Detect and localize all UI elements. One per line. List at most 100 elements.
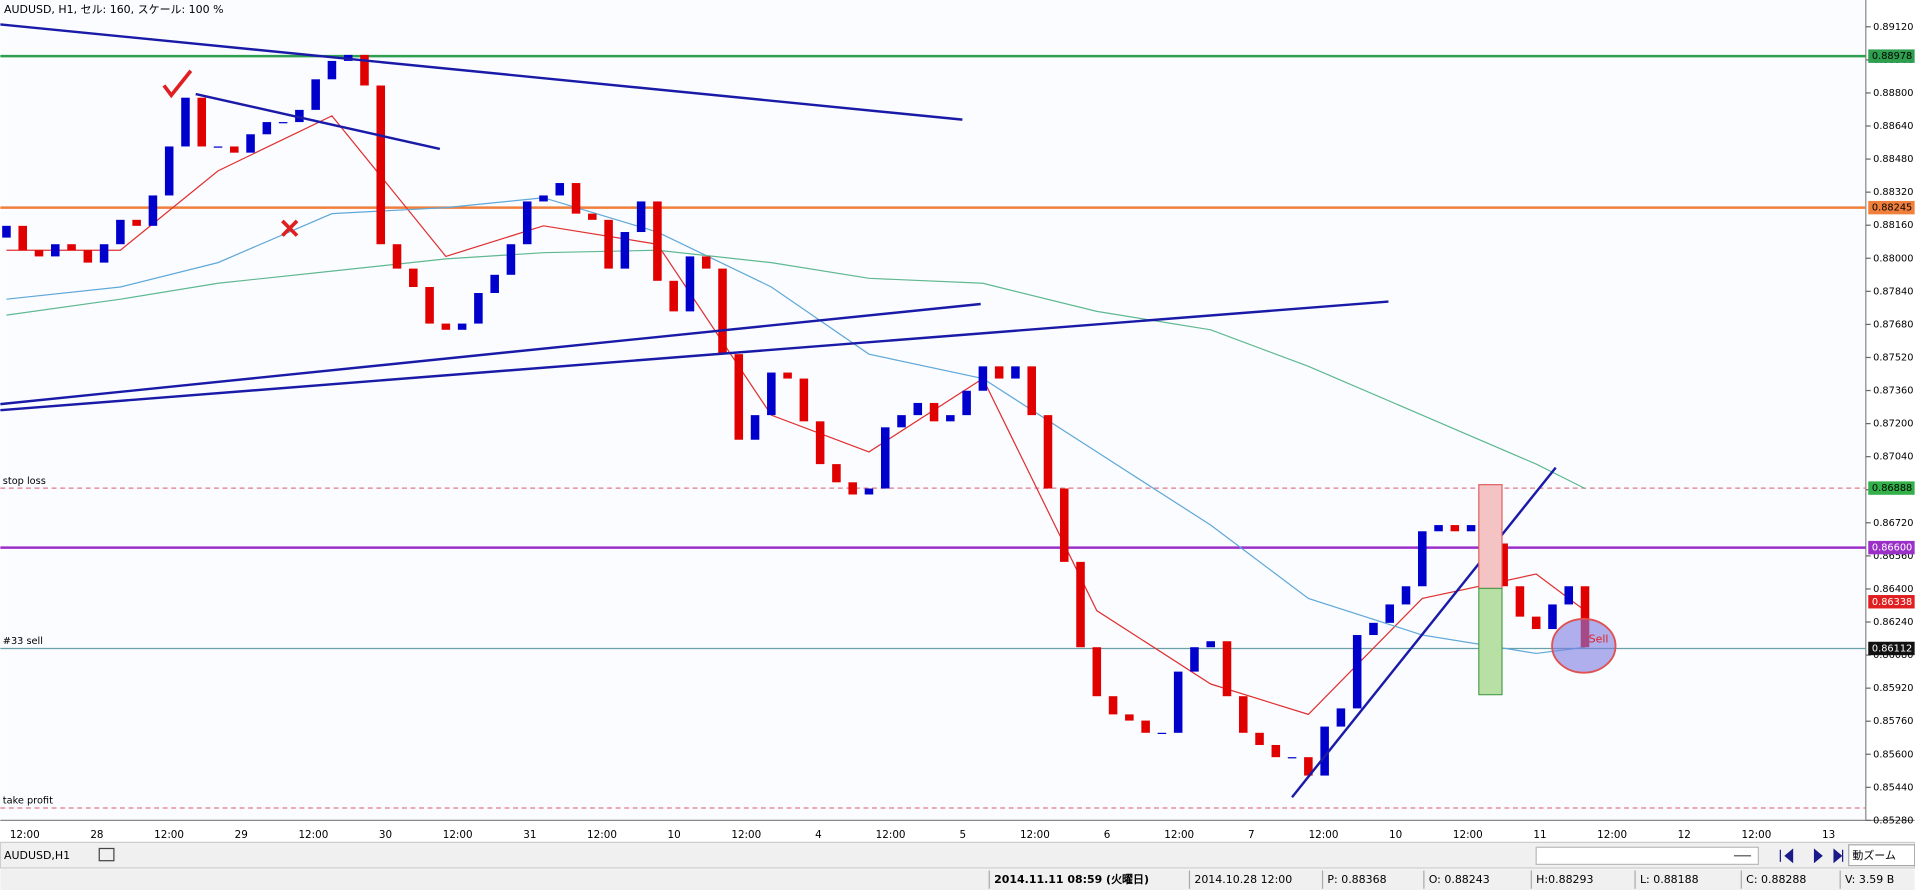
y-tick-label: 0.87040: [1873, 452, 1913, 463]
candle-body: [1369, 622, 1378, 636]
candle-body: [685, 256, 695, 312]
candle-body: [230, 146, 239, 153]
x-tick-label: 12:00: [731, 829, 761, 841]
trend-line: [0, 302, 981, 406]
candle-body: [799, 378, 809, 422]
y-tick-label: 0.87520: [1873, 352, 1913, 363]
candle-body: [946, 415, 955, 422]
candle-body: [116, 219, 125, 245]
y-tick-label: 0.86080: [1873, 650, 1913, 661]
candle-body: [1173, 671, 1183, 733]
candle-body: [1401, 586, 1411, 605]
candle-body: [783, 372, 792, 379]
reward-box: [1478, 587, 1503, 696]
price-badge-label: 0.86112: [1872, 643, 1912, 654]
candle-body: [1011, 366, 1020, 379]
candle-body: [653, 201, 662, 281]
candle-body: [409, 268, 418, 288]
candle-body: [1076, 561, 1085, 648]
sell-label: Sell: [1589, 633, 1609, 646]
status-field: P: 0.88368: [1327, 873, 1386, 886]
x-tick-label: 30: [379, 829, 392, 841]
price-badge: [1868, 540, 1915, 555]
x-tick-label: 10: [668, 829, 681, 841]
y-tick-label: 0.87680: [1873, 319, 1913, 330]
candle-body: [929, 402, 939, 422]
candle-body: [474, 292, 483, 324]
candle-body: [164, 146, 174, 196]
candle-body: [897, 415, 906, 428]
candle-body: [767, 372, 776, 416]
sell-marker: [1551, 618, 1617, 674]
x-tick-label: 28: [90, 829, 103, 841]
candle-body: [539, 195, 548, 202]
candle-body: [51, 244, 60, 257]
candle-body: [832, 464, 841, 483]
x-tick-label: 12:00: [298, 829, 328, 841]
price-badge-label: 0.88978: [1872, 51, 1912, 62]
cross-mark: [281, 219, 299, 237]
y-tick-label: 0.88800: [1873, 88, 1913, 99]
y-tick-label: 0.85280: [1873, 815, 1913, 826]
candle-body: [1238, 696, 1248, 733]
x-tick-label: 31: [523, 829, 536, 841]
candle-body: [1255, 732, 1264, 745]
candle-body: [1531, 616, 1541, 630]
candle-body: [750, 415, 760, 440]
y-tick-label: 0.89120: [1873, 22, 1913, 33]
candle-body: [1385, 604, 1395, 623]
candle-body: [962, 390, 971, 416]
x-tick-label: 5: [959, 829, 966, 841]
tab-icon[interactable]: [98, 847, 115, 862]
x-tick-label: 11: [1533, 829, 1546, 841]
candle-body: [864, 488, 874, 495]
candle-body: [360, 54, 369, 86]
risk-box: [1478, 484, 1503, 590]
candle-body: [83, 250, 93, 263]
candle-body: [1108, 696, 1118, 715]
candle-body: [718, 268, 727, 355]
candle-body: [425, 287, 434, 324]
status-bar: [0, 869, 1915, 890]
candle-body: [34, 250, 44, 257]
y-tick-label: 0.88320: [1873, 187, 1913, 198]
candle-body: [571, 183, 581, 214]
candle-body: [1466, 525, 1476, 532]
y-tick-label: 0.88160: [1873, 220, 1913, 231]
y-tick-label: 0.85760: [1873, 716, 1913, 727]
candle-body: [604, 219, 613, 269]
status-field: 2014.10.28 12:00: [1194, 873, 1292, 886]
y-tick-label: 0.88000: [1873, 253, 1913, 264]
price-badge-label: 0.86338: [1872, 597, 1912, 608]
candle-body: [327, 60, 337, 80]
chart-tab[interactable]: AUDUSD,H1: [4, 849, 70, 862]
candle-body: [848, 482, 857, 495]
price-badge: [1868, 481, 1915, 495]
zoom-label[interactable]: 動ズーム: [1852, 848, 1896, 862]
x-tick-label: 10: [1389, 829, 1402, 841]
candle-body: [815, 421, 825, 465]
x-tick-label: 12:00: [10, 829, 40, 841]
trend-line: [1291, 466, 1557, 798]
candle-body: [1320, 726, 1329, 776]
candle-body: [295, 109, 304, 123]
time-axis: 12:00 28 12:00 29 12:00 30 12:00 31 12:00 10 12:00…: [10, 829, 1835, 841]
candle-body: [67, 244, 76, 251]
scrollbar[interactable]: [1535, 846, 1759, 865]
status-field: V: 3.59 B: [1845, 873, 1894, 886]
candle-body: [376, 85, 386, 245]
candle-body: [213, 146, 223, 148]
scroll-buttons[interactable]: [1779, 848, 1844, 864]
x-tick-label: 13: [1822, 829, 1835, 841]
candle-body: [99, 244, 109, 263]
candle-body: [1304, 757, 1313, 776]
candle-body: [588, 213, 597, 220]
candle-body: [1027, 366, 1036, 416]
drawings: [0, 23, 1557, 798]
candle-body: [132, 219, 141, 226]
chart-header: AUDUSD, H1, セル: 160, スケール: 100 %: [4, 3, 224, 16]
y-tick-label: 0.86560: [1873, 551, 1913, 562]
x-tick-label: 12:00: [1164, 829, 1194, 841]
candle-body: [1059, 488, 1069, 562]
price-badge-label: 0.86888: [1872, 483, 1912, 494]
